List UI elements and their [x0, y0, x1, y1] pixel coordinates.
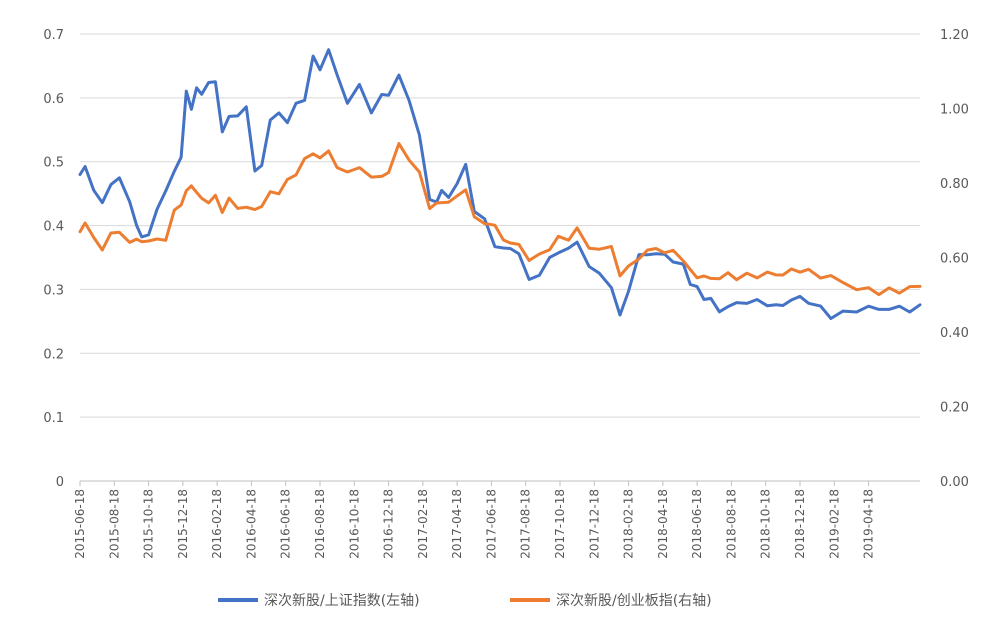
x-tick-label: 2018-04-18 — [656, 489, 670, 559]
x-tick-label: 2016-04-18 — [244, 489, 258, 559]
left-tick-label: 0.4 — [43, 220, 64, 235]
right-tick-label: 0.60 — [940, 252, 969, 267]
x-tick-label: 2015-08-18 — [107, 489, 121, 559]
series-line-right-axis — [78, 142, 922, 297]
right-tick-label: 1.20 — [940, 28, 969, 43]
legend-label: 深次新股/创业板指(右轴) — [556, 593, 712, 609]
left-tick-label: 0.2 — [43, 347, 64, 362]
x-tick-label: 2018-06-18 — [690, 489, 704, 559]
left-tick-label: 0.1 — [43, 411, 64, 426]
x-tick-label: 2017-08-18 — [519, 489, 533, 559]
x-tick-label: 2018-08-18 — [724, 489, 738, 559]
x-tick-label: 2015-10-18 — [142, 489, 156, 559]
right-tick-label: 0.20 — [940, 401, 969, 416]
x-tick-label: 2016-06-18 — [279, 489, 293, 559]
right-tick-label: 0.00 — [940, 475, 969, 490]
left-tick-label: 0.6 — [43, 92, 64, 107]
x-tick-label: 2017-10-18 — [553, 489, 567, 559]
left-tick-label: 0 — [56, 475, 64, 490]
legend: 深次新股/上证指数(左轴) 深次新股/创业板指(右轴) — [218, 593, 712, 609]
left-tick-label: 0.3 — [43, 283, 64, 298]
x-tick-label: 2018-12-18 — [793, 489, 807, 559]
series-lines — [78, 48, 922, 320]
x-tick-label: 2016-08-18 — [313, 489, 327, 559]
x-tick-label: 2016-10-18 — [347, 489, 361, 559]
x-tick-label: 2017-12-18 — [587, 489, 601, 559]
x-tick-label: 2018-10-18 — [759, 489, 773, 559]
right-tick-label: 0.40 — [940, 326, 969, 341]
x-tick-label: 2019-02-18 — [827, 489, 841, 559]
x-tick-label: 2015-06-18 — [73, 489, 87, 559]
right-tick-label: 0.80 — [940, 177, 969, 192]
x-axis: 2015-06-18 2015-08-18 2015-10-18 2015-12-18… — [73, 480, 920, 559]
left-tick-label: 0.7 — [43, 28, 64, 43]
right-y-axis: 0.00 0.20 0.40 0.60 0.80 1.00 1.20 — [940, 28, 969, 490]
x-tick-label: 2017-04-18 — [450, 489, 464, 559]
legend-label: 深次新股/上证指数(左轴) — [264, 593, 420, 609]
x-tick-label: 2015-12-18 — [176, 489, 190, 559]
left-tick-label: 0.5 — [43, 156, 64, 171]
left-y-axis: 0 0.1 0.2 0.3 0.4 0.5 0.6 0.7 — [43, 28, 64, 490]
series-line-left-axis — [78, 48, 922, 320]
x-tick-label: 2017-06-18 — [484, 489, 498, 559]
right-tick-label: 1.00 — [940, 103, 969, 118]
x-tick-label: 2016-02-18 — [210, 489, 224, 559]
x-tick-label: 2016-12-18 — [382, 489, 396, 559]
x-tick-label: 2018-02-18 — [622, 489, 636, 559]
x-tick-label: 2019-04-18 — [862, 489, 876, 559]
gridlines — [80, 33, 920, 482]
x-tick-label: 2017-02-18 — [416, 489, 430, 559]
